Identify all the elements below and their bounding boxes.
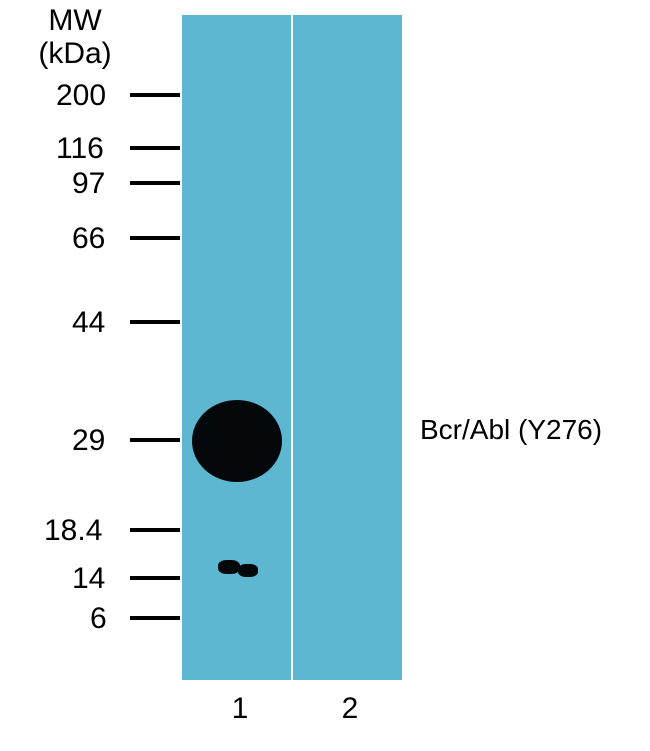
lane-1-band-small-b: [238, 564, 258, 577]
lane-2: [292, 15, 402, 680]
marker-8-label: 6: [90, 602, 107, 636]
marker-5-label: 29: [72, 424, 105, 458]
marker-8-tick: [130, 616, 180, 620]
western-blot-figure: MW (kDa) 200 116 97 66 44 29 18.4 14 6 1…: [0, 0, 650, 751]
marker-7-tick: [130, 576, 180, 580]
marker-1-label: 116: [56, 132, 104, 166]
marker-4-tick: [130, 320, 180, 324]
blot-strip: [182, 15, 402, 680]
marker-1-tick: [130, 146, 180, 150]
lane-1-number: 1: [225, 692, 255, 726]
mw-header: MW (kDa): [25, 4, 125, 70]
marker-4-label: 44: [72, 306, 105, 340]
lane-1: [182, 15, 292, 680]
marker-2-label: 97: [72, 167, 105, 201]
mw-label: MW: [25, 4, 125, 37]
marker-5-tick: [130, 438, 180, 442]
marker-0-tick: [130, 93, 180, 97]
marker-6-tick: [130, 528, 180, 532]
lane-2-number: 2: [335, 692, 365, 726]
band-annotation: Bcr/Abl (Y276): [420, 414, 602, 446]
lane-1-band-small-a: [218, 560, 240, 574]
marker-6-label: 18.4: [44, 514, 102, 548]
marker-3-tick: [130, 236, 180, 240]
marker-0-label: 200: [56, 79, 106, 113]
marker-3-label: 66: [72, 222, 105, 256]
unit-label: (kDa): [25, 37, 125, 70]
marker-2-tick: [130, 181, 180, 185]
marker-7-label: 14: [72, 562, 105, 596]
lane-1-band-main: [192, 400, 282, 482]
